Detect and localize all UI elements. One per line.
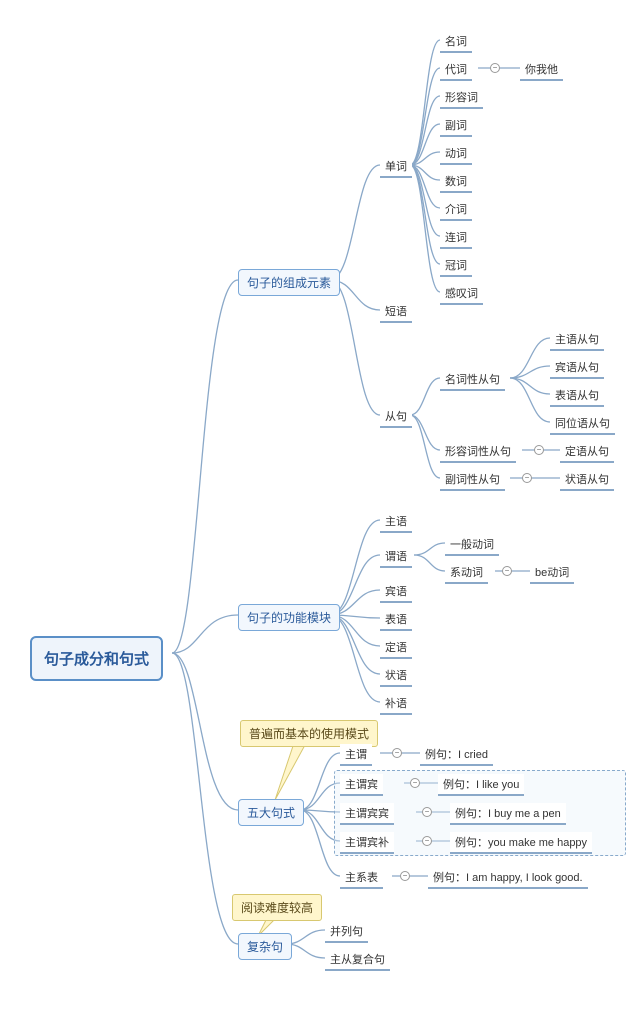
- expand-icon[interactable]: −: [534, 445, 544, 455]
- pat-3-r: 例句：you make me happy: [450, 832, 592, 854]
- func-complement: 补语: [380, 693, 412, 715]
- clause-noun-c4: 同位语从句: [550, 413, 615, 435]
- pat-4-r: 例句：I am happy, I look good.: [428, 867, 588, 889]
- expand-icon[interactable]: −: [522, 473, 532, 483]
- branch-function: 句子的功能模块: [238, 604, 340, 631]
- leaf-verb: 动词: [440, 143, 472, 165]
- clause-noun-c3: 表语从句: [550, 385, 604, 407]
- leaf-noun: 名词: [440, 31, 472, 53]
- clause-adj-note: 定语从句: [560, 441, 614, 463]
- clause-noun-c2: 宾语从句: [550, 357, 604, 379]
- pat-1-l: 主谓宾: [340, 774, 383, 796]
- pat-4-l: 主系表: [340, 867, 383, 889]
- func-subject: 主语: [380, 511, 412, 533]
- func-attributive: 定语: [380, 637, 412, 659]
- branch-patterns: 五大句式: [238, 799, 304, 826]
- clause-adj: 形容词性从句: [440, 441, 516, 463]
- expand-icon[interactable]: −: [400, 871, 410, 881]
- expand-icon[interactable]: −: [490, 63, 500, 73]
- pred-c1: 一般动词: [445, 534, 499, 556]
- pat-3-l: 主谓宾补: [340, 832, 394, 854]
- leaf-conj: 连词: [440, 227, 472, 249]
- clause-noun: 名词性从句: [440, 369, 505, 391]
- root-node: 句子成分和句式: [30, 636, 163, 681]
- expand-icon[interactable]: −: [502, 566, 512, 576]
- connector-lines: [0, 0, 640, 1013]
- pat-2-r: 例句：I buy me a pen: [450, 803, 566, 825]
- expand-icon[interactable]: −: [410, 778, 420, 788]
- leaf-art: 冠词: [440, 255, 472, 277]
- pat-1-r: 例句：I like you: [438, 774, 524, 796]
- func-object: 宾语: [380, 581, 412, 603]
- complex-c2: 主从复合句: [325, 949, 390, 971]
- clause-adv-note: 状语从句: [560, 469, 614, 491]
- leaf-num: 数词: [440, 171, 472, 193]
- leaf-prep: 介词: [440, 199, 472, 221]
- expand-icon[interactable]: −: [392, 748, 402, 758]
- pat-0-l: 主谓: [340, 744, 372, 766]
- pred-c2: 系动词: [445, 562, 488, 584]
- callout-patterns: 普遍而基本的使用模式: [240, 720, 378, 747]
- callout-complex: 阅读难度较高: [232, 894, 322, 921]
- branch-elements: 句子的组成元素: [238, 269, 340, 296]
- pat-2-l: 主谓宾宾: [340, 803, 394, 825]
- leaf-interj: 感叹词: [440, 283, 483, 305]
- sub-word: 单词: [380, 156, 412, 178]
- sub-clause: 从句: [380, 406, 412, 428]
- clause-adv: 副词性从句: [440, 469, 505, 491]
- func-adverbial: 状语: [380, 665, 412, 687]
- leaf-adv: 副词: [440, 115, 472, 137]
- func-predicative: 表语: [380, 609, 412, 631]
- expand-icon[interactable]: −: [422, 836, 432, 846]
- leaf-pronoun-note: 你我他: [520, 59, 563, 81]
- leaf-adj: 形容词: [440, 87, 483, 109]
- pat-0-r: 例句：I cried: [420, 744, 493, 766]
- leaf-pronoun: 代词: [440, 59, 472, 81]
- branch-complex: 复杂句: [238, 933, 292, 960]
- pred-c2-note: be动词: [530, 562, 574, 584]
- func-predicate: 谓语: [380, 546, 412, 568]
- clause-noun-c1: 主语从句: [550, 329, 604, 351]
- complex-c1: 并列句: [325, 921, 368, 943]
- sub-phrase: 短语: [380, 301, 412, 323]
- expand-icon[interactable]: −: [422, 807, 432, 817]
